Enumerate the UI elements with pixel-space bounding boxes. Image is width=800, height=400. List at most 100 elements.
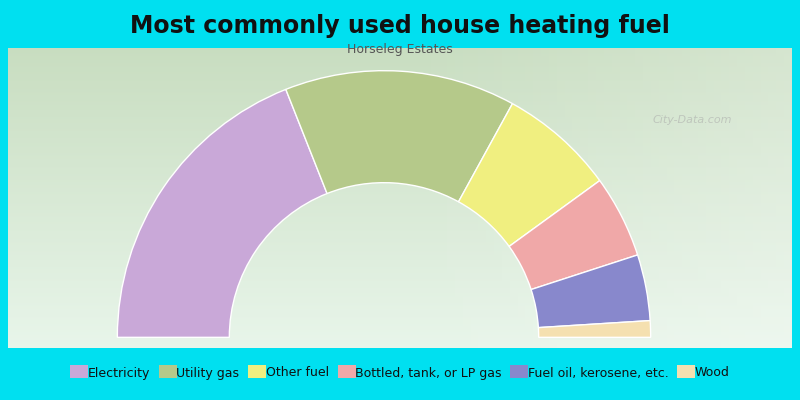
Bar: [8, 136, 792, 138]
Bar: [627, 48, 635, 348]
Bar: [8, 93, 792, 94]
Bar: [8, 204, 792, 206]
Bar: [8, 128, 792, 129]
Bar: [39, 48, 55, 348]
Bar: [8, 276, 792, 278]
Bar: [8, 242, 792, 243]
Bar: [8, 56, 792, 57]
Bar: [8, 344, 792, 345]
Bar: [604, 48, 619, 348]
Bar: [761, 48, 776, 348]
Bar: [8, 150, 792, 152]
Bar: [8, 70, 792, 72]
Bar: [8, 200, 792, 201]
Bar: [8, 250, 792, 252]
Bar: [8, 285, 792, 286]
Bar: [8, 99, 792, 100]
Bar: [8, 201, 792, 202]
Bar: [619, 48, 635, 348]
Bar: [8, 291, 792, 292]
Bar: [8, 297, 792, 298]
Bar: [698, 48, 706, 348]
Bar: [8, 249, 792, 250]
Bar: [227, 48, 243, 348]
Bar: [70, 48, 86, 348]
Bar: [8, 68, 792, 69]
Bar: [8, 146, 792, 147]
Bar: [8, 180, 792, 182]
Bar: [8, 94, 792, 96]
Bar: [714, 48, 722, 348]
Bar: [573, 48, 588, 348]
Bar: [643, 48, 651, 348]
Bar: [698, 48, 714, 348]
Bar: [353, 48, 369, 348]
Bar: [8, 194, 792, 195]
Bar: [8, 288, 792, 290]
Bar: [8, 339, 792, 340]
Bar: [745, 48, 753, 348]
Bar: [8, 62, 792, 63]
Bar: [8, 237, 792, 238]
Bar: [682, 48, 698, 348]
Bar: [8, 306, 792, 308]
Bar: [8, 80, 792, 81]
Bar: [149, 48, 165, 348]
Bar: [8, 230, 792, 231]
Wedge shape: [538, 320, 650, 337]
Bar: [196, 48, 212, 348]
Bar: [478, 48, 494, 348]
Bar: [8, 258, 792, 260]
Bar: [666, 48, 682, 348]
Bar: [8, 52, 792, 54]
Bar: [8, 108, 792, 110]
Bar: [8, 326, 792, 327]
Bar: [8, 302, 792, 303]
Bar: [8, 190, 792, 192]
Bar: [455, 48, 462, 348]
Bar: [8, 188, 792, 189]
Bar: [8, 186, 792, 188]
Bar: [8, 312, 792, 314]
Bar: [8, 88, 792, 90]
Bar: [706, 48, 714, 348]
Bar: [8, 244, 792, 246]
Bar: [8, 87, 792, 88]
Bar: [8, 122, 792, 123]
Bar: [8, 321, 792, 322]
Bar: [8, 214, 792, 216]
Bar: [776, 48, 792, 348]
Bar: [8, 324, 792, 326]
Bar: [588, 48, 596, 348]
Bar: [8, 322, 792, 324]
Bar: [259, 48, 274, 348]
Bar: [8, 218, 792, 219]
Bar: [8, 342, 792, 344]
Bar: [8, 346, 792, 348]
Bar: [8, 132, 792, 134]
Bar: [8, 210, 792, 212]
Bar: [400, 48, 416, 348]
Bar: [8, 171, 792, 172]
Bar: [8, 126, 792, 128]
Bar: [8, 318, 792, 320]
Bar: [102, 48, 118, 348]
Bar: [8, 74, 792, 75]
Bar: [8, 158, 792, 159]
Bar: [8, 236, 792, 237]
Bar: [8, 262, 792, 264]
Bar: [580, 48, 588, 348]
Bar: [8, 69, 792, 70]
Bar: [8, 178, 792, 180]
Bar: [8, 184, 792, 186]
Bar: [165, 48, 181, 348]
Bar: [8, 123, 792, 124]
Bar: [8, 290, 792, 291]
Bar: [118, 48, 134, 348]
Bar: [8, 296, 792, 297]
Bar: [8, 120, 792, 122]
Bar: [8, 118, 792, 120]
Bar: [651, 48, 658, 348]
Bar: [8, 260, 792, 261]
Bar: [604, 48, 612, 348]
